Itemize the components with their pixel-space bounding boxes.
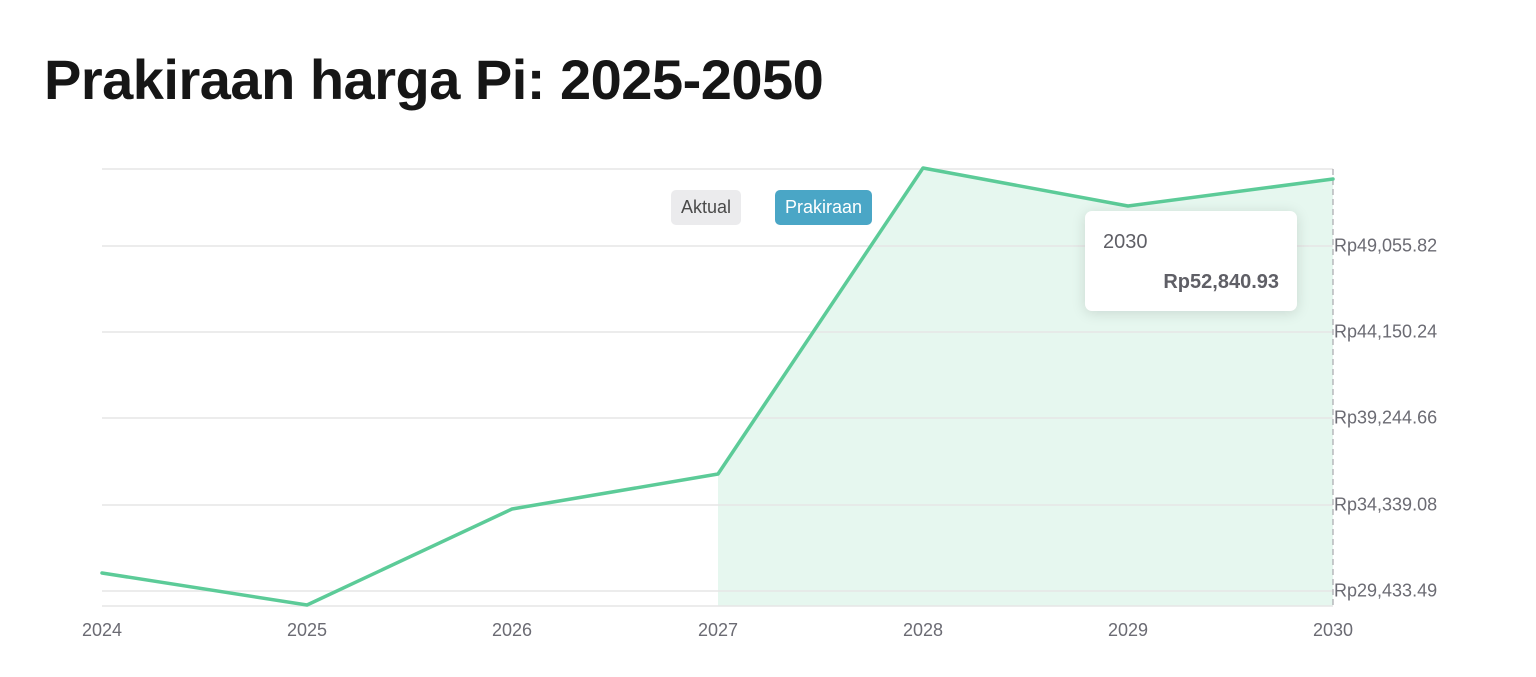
x-tick-label: 2024 <box>81 620 123 640</box>
y-tick-label: Rp44,150.24 <box>1334 321 1438 342</box>
legend-forecast-button[interactable]: Prakiraan <box>775 190 873 225</box>
x-tick-label: 2028 <box>902 620 944 640</box>
x-tick-label: 2025 <box>286 620 328 640</box>
tooltip-value: Rp52,840.93 <box>1163 271 1279 293</box>
tooltip-year: 2030 <box>1103 231 1148 253</box>
y-tick-label: Rp29,433.49 <box>1334 580 1438 601</box>
x-tick-label: 2029 <box>1107 620 1149 640</box>
x-tick-label: 2027 <box>697 620 739 640</box>
page-title: Prakiraan harga Pi: 2025-2050 <box>44 48 824 111</box>
y-tick-label: Rp39,244.66 <box>1334 407 1438 428</box>
y-tick-label: Rp49,055.82 <box>1334 235 1438 256</box>
legend-actual-button[interactable]: Aktual <box>671 190 742 225</box>
y-tick-label: Rp34,339.08 <box>1334 494 1438 515</box>
x-tick-label: 2026 <box>491 620 533 640</box>
chart-tooltip: 2030 Rp52,840.93 <box>1085 211 1297 311</box>
x-tick-label: 2030 <box>1312 620 1354 640</box>
price-line <box>100 166 1335 607</box>
